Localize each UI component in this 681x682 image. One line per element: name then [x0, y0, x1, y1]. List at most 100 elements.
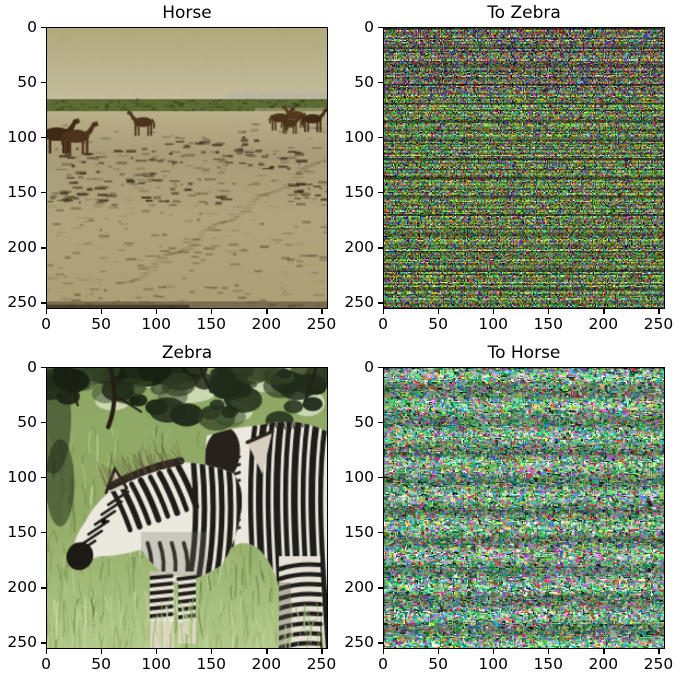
x-tick-label: 100: [141, 655, 171, 673]
subplot-title-horse: Horse: [162, 3, 212, 23]
y-tick-mark: [378, 192, 383, 194]
x-tick-mark: [46, 309, 48, 314]
y-tick-mark: [378, 137, 383, 139]
x-tick-label: 100: [478, 315, 508, 333]
x-tick-mark: [493, 309, 495, 314]
x-tick-mark: [321, 309, 323, 314]
y-tick-mark: [378, 302, 383, 304]
x-tick-mark: [438, 649, 440, 654]
x-tick-label: 200: [251, 315, 282, 333]
x-tick-label: 250: [643, 315, 674, 333]
x-tick-label: 0: [41, 655, 51, 673]
x-tick-mark: [46, 649, 48, 654]
x-tick-mark: [211, 309, 213, 314]
x-tick-label: 150: [533, 655, 564, 673]
x-tick-label: 50: [428, 315, 448, 333]
x-tick-label: 150: [196, 655, 227, 673]
subplot-title-to-horse: To Horse: [487, 343, 561, 363]
y-tick-mark: [378, 82, 383, 84]
x-tick-label: 250: [306, 315, 337, 333]
x-tick-label: 200: [588, 655, 619, 673]
y-tick-mark: [378, 642, 383, 644]
y-tick-label: 100: [344, 128, 374, 147]
x-tick-label: 100: [141, 315, 171, 333]
x-tick-label: 250: [306, 655, 337, 673]
x-tick-mark: [658, 309, 660, 314]
y-tick-mark: [41, 642, 46, 644]
y-tick-label: 50: [354, 413, 374, 432]
x-tick-label: 0: [378, 655, 388, 673]
x-tick-mark: [603, 309, 605, 314]
image-frame-zebra: [46, 367, 328, 649]
x-tick-label: 50: [91, 655, 111, 673]
y-tick-label: 200: [344, 578, 374, 597]
y-tick-label: 0: [27, 18, 37, 36]
x-tick-mark: [383, 649, 385, 654]
y-tick-label: 100: [344, 468, 374, 487]
y-tick-mark: [41, 532, 46, 534]
y-tick-mark: [41, 137, 46, 139]
y-tick-label: 50: [17, 73, 37, 92]
image-frame-to-horse: [383, 367, 665, 649]
image-frame-to-zebra: [383, 27, 665, 309]
y-tick-mark: [378, 477, 383, 479]
y-tick-mark: [378, 422, 383, 424]
subplot-title-zebra: Zebra: [161, 343, 213, 363]
y-tick-label: 200: [344, 238, 374, 257]
y-tick-mark: [378, 247, 383, 249]
x-tick-label: 0: [378, 315, 388, 333]
x-tick-mark: [548, 649, 550, 654]
y-tick-label: 150: [344, 523, 374, 542]
x-tick-label: 100: [478, 655, 508, 673]
y-tick-label: 200: [7, 238, 37, 257]
to-horse-noise-canvas: [384, 368, 664, 648]
to-zebra-noise-canvas: [384, 28, 664, 308]
x-tick-label: 250: [643, 655, 674, 673]
y-tick-mark: [378, 367, 383, 369]
y-tick-mark: [378, 532, 383, 534]
x-tick-label: 150: [533, 315, 564, 333]
y-tick-mark: [378, 587, 383, 589]
y-tick-label: 250: [7, 633, 37, 652]
y-tick-mark: [41, 192, 46, 194]
x-tick-mark: [493, 649, 495, 654]
y-tick-label: 100: [7, 128, 37, 147]
y-tick-mark: [41, 587, 46, 589]
y-tick-mark: [41, 422, 46, 424]
y-tick-label: 100: [7, 468, 37, 487]
x-tick-mark: [266, 649, 268, 654]
x-tick-mark: [548, 309, 550, 314]
y-tick-mark: [41, 27, 46, 29]
image-frame-horse: [46, 27, 328, 309]
y-tick-mark: [41, 82, 46, 84]
y-tick-mark: [41, 367, 46, 369]
x-tick-label: 150: [196, 315, 227, 333]
x-tick-mark: [211, 649, 213, 654]
y-tick-label: 0: [364, 18, 374, 36]
y-tick-mark: [378, 27, 383, 29]
y-tick-label: 200: [7, 578, 37, 597]
y-tick-label: 150: [7, 183, 37, 202]
x-tick-mark: [156, 309, 158, 314]
y-tick-label: 50: [17, 413, 37, 432]
x-tick-label: 50: [428, 655, 448, 673]
y-tick-label: 50: [354, 73, 374, 92]
y-tick-label: 0: [27, 358, 37, 376]
x-tick-mark: [603, 649, 605, 654]
x-tick-mark: [101, 309, 103, 314]
horse-photo-canvas: [47, 28, 327, 308]
y-tick-label: 0: [364, 358, 374, 376]
y-tick-label: 250: [7, 293, 37, 312]
x-tick-label: 200: [251, 655, 282, 673]
x-tick-mark: [156, 649, 158, 654]
subplot-title-to-zebra: To Zebra: [487, 3, 561, 23]
y-tick-label: 250: [344, 293, 374, 312]
x-tick-mark: [101, 649, 103, 654]
y-tick-mark: [41, 247, 46, 249]
x-tick-mark: [383, 309, 385, 314]
x-tick-mark: [321, 649, 323, 654]
x-tick-mark: [438, 309, 440, 314]
y-tick-mark: [41, 477, 46, 479]
x-tick-mark: [266, 309, 268, 314]
x-tick-mark: [658, 649, 660, 654]
